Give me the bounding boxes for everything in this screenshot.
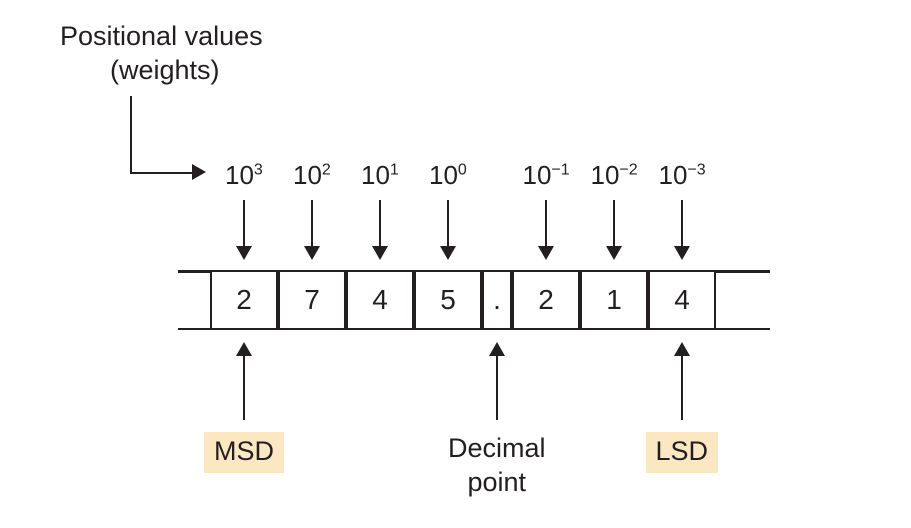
- title-elbow-arrowhead: [192, 164, 206, 180]
- weight-label: 103: [225, 160, 263, 191]
- weight-down-arrow: [243, 200, 246, 258]
- digit-value: 7: [304, 284, 320, 316]
- title-line2: (weights): [110, 54, 220, 88]
- weight-base: 10: [591, 160, 620, 190]
- weight-base: 10: [659, 160, 688, 190]
- decimal-point-cell: .: [482, 270, 512, 330]
- digit-value: 2: [236, 284, 252, 316]
- decimal-point-label-line1: Decimal: [448, 432, 546, 466]
- decimal-point-label: Decimalpoint: [448, 432, 546, 500]
- weight-down-arrow: [379, 200, 382, 258]
- weight-label: 102: [293, 160, 331, 191]
- digit-cell: 2: [512, 270, 580, 330]
- weight-down-arrow: [545, 200, 548, 258]
- lsd-label: LSD: [646, 432, 719, 473]
- positional-values-diagram: Positional values (weights) 210371024101…: [0, 0, 911, 528]
- weight-label: 10−2: [591, 160, 638, 191]
- weight-down-arrow: [681, 200, 684, 258]
- digit-cell: 4: [346, 270, 414, 330]
- digit-cell: 5: [414, 270, 482, 330]
- weight-exponent: 3: [254, 161, 263, 178]
- weight-exponent: 0: [458, 161, 467, 178]
- weight-exponent: −1: [551, 161, 569, 178]
- annotation-up-arrow: [243, 344, 246, 420]
- annotation-up-arrow: [681, 344, 684, 420]
- weight-exponent: −2: [619, 161, 637, 178]
- weight-label: 10−3: [659, 160, 706, 191]
- digit-cell: 1: [580, 270, 648, 330]
- title-line1: Positional values: [60, 20, 263, 54]
- digit-cell: 7: [278, 270, 346, 330]
- weight-label: 10−1: [523, 160, 570, 191]
- decimal-point-label-line2: point: [448, 466, 546, 500]
- weight-base: 10: [523, 160, 552, 190]
- weight-down-arrow: [311, 200, 314, 258]
- weight-base: 10: [293, 160, 322, 190]
- weight-exponent: 2: [322, 161, 331, 178]
- annotation-up-arrow: [496, 344, 499, 420]
- digit-value: 1: [606, 284, 622, 316]
- weight-down-arrow: [447, 200, 450, 258]
- weight-label: 101: [361, 160, 399, 191]
- weight-down-arrow: [613, 200, 616, 258]
- title-elbow-arrow: [130, 96, 194, 174]
- decimal-point-symbol: .: [493, 284, 501, 316]
- digit-value: 4: [674, 284, 690, 316]
- digit-value: 5: [440, 284, 456, 316]
- digit-cell: 2: [210, 270, 278, 330]
- weight-exponent: −3: [687, 161, 705, 178]
- digit-value: 4: [372, 284, 388, 316]
- weight-base: 10: [429, 160, 458, 190]
- weight-base: 10: [361, 160, 390, 190]
- msd-label: MSD: [204, 432, 284, 473]
- weight-base: 10: [225, 160, 254, 190]
- digit-value: 2: [538, 284, 554, 316]
- weight-exponent: 1: [390, 161, 399, 178]
- digit-cell: 4: [648, 270, 716, 330]
- weight-label: 100: [429, 160, 467, 191]
